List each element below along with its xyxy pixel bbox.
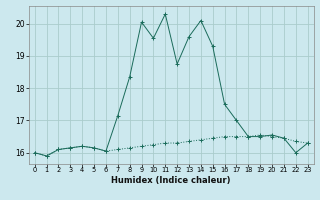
X-axis label: Humidex (Indice chaleur): Humidex (Indice chaleur) (111, 176, 231, 185)
